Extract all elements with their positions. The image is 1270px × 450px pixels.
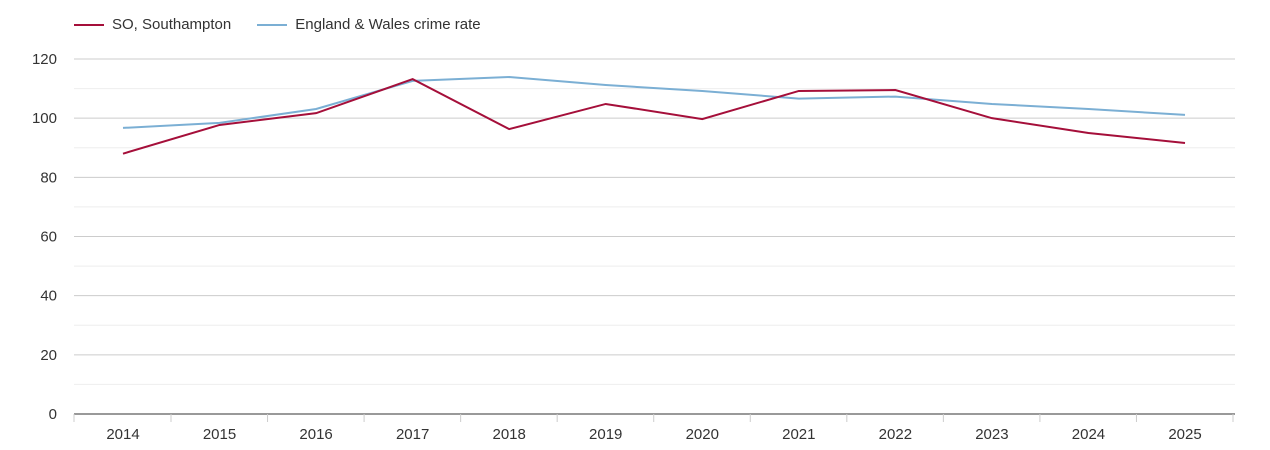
series-line-southampton [122, 78, 1186, 155]
y-tick-label: 100 [32, 110, 57, 127]
x-tick-label: 2014 [106, 426, 139, 443]
x-tick-label: 2021 [782, 426, 815, 443]
x-tick-label: 2025 [1168, 426, 1201, 443]
y-tick-label: 40 [40, 288, 57, 305]
x-tick-label: 2016 [299, 426, 332, 443]
legend-item-england-wales[interactable]: England & Wales crime rate [257, 16, 481, 33]
x-tick-label: 2023 [975, 426, 1008, 443]
x-tick-label: 2019 [589, 426, 622, 443]
legend-item-southampton[interactable]: SO, Southampton [74, 16, 231, 33]
series-line-england-wales [122, 76, 1186, 129]
legend-label: England & Wales crime rate [295, 16, 481, 33]
y-tick-label: 120 [32, 51, 57, 68]
x-tick-label: 2022 [879, 426, 912, 443]
x-tick-label: 2017 [396, 426, 429, 443]
legend-swatch [74, 23, 104, 26]
legend: SO, Southampton England & Wales crime ra… [74, 16, 481, 33]
x-tick-label: 2020 [686, 426, 719, 443]
y-tick-label: 0 [49, 406, 57, 423]
x-tick-label: 2024 [1072, 426, 1105, 443]
y-tick-label: 60 [40, 229, 57, 246]
y-tick-label: 20 [40, 347, 57, 364]
x-tick-label: 2015 [203, 426, 236, 443]
legend-swatch [257, 23, 288, 26]
y-tick-label: 80 [40, 169, 57, 186]
legend-label: SO, Southampton [112, 16, 232, 33]
x-tick-label: 2018 [492, 426, 525, 443]
